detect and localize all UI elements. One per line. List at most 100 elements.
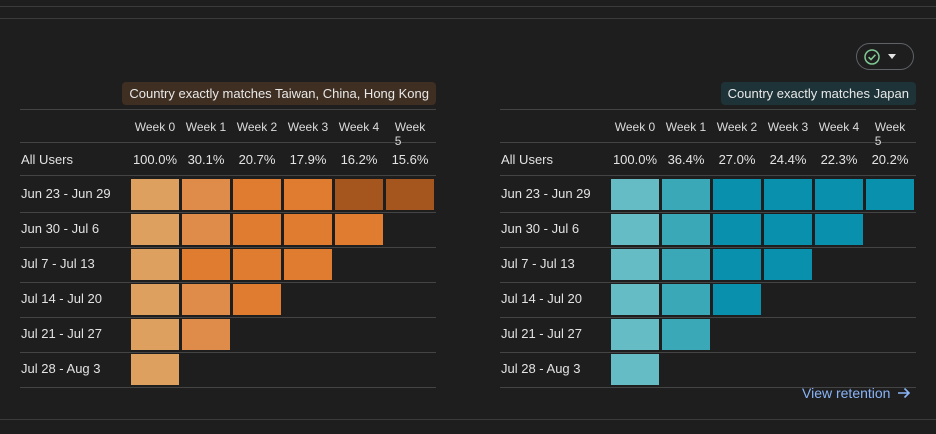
cohort-row-label: Jul 14 - Jul 20 [21, 291, 102, 306]
table-divider [20, 352, 436, 353]
cohort-row-label: Jun 30 - Jul 6 [21, 221, 100, 236]
table-divider [500, 109, 916, 110]
all-users-value: 100.0% [132, 152, 178, 167]
all-users-value: 15.6% [391, 152, 429, 167]
retention-cell[interactable] [182, 179, 230, 210]
retention-cell[interactable] [335, 214, 383, 245]
retention-cell[interactable] [182, 284, 230, 315]
table-divider [20, 282, 436, 283]
table-divider [20, 175, 436, 176]
retention-cell[interactable] [131, 249, 179, 280]
column-header: Week 3 [767, 120, 809, 134]
retention-cell[interactable] [233, 179, 281, 210]
retention-cell[interactable] [611, 319, 659, 350]
retention-cell[interactable] [815, 179, 863, 210]
retention-cell[interactable] [764, 179, 812, 210]
retention-cell[interactable] [233, 214, 281, 245]
status-dropdown-button[interactable] [856, 43, 914, 70]
retention-cell[interactable] [131, 319, 179, 350]
column-header: Week 4 [338, 120, 380, 134]
retention-cell[interactable] [233, 249, 281, 280]
cohort-row-label: Jun 23 - Jun 29 [501, 186, 591, 201]
all-users-value: 17.9% [289, 152, 327, 167]
retention-cell[interactable] [662, 179, 710, 210]
retention-cell[interactable] [611, 179, 659, 210]
column-header: Week 0 [134, 120, 176, 134]
segment-label: Country exactly matches Japan [720, 82, 916, 105]
retention-cell[interactable] [866, 179, 914, 210]
table-divider [500, 352, 916, 353]
retention-cell[interactable] [182, 214, 230, 245]
cohort-row-label: Jul 7 - Jul 13 [501, 256, 575, 271]
retention-cell[interactable] [284, 214, 332, 245]
table-divider [20, 109, 436, 110]
retention-cell[interactable] [284, 179, 332, 210]
retention-cell[interactable] [131, 354, 179, 385]
retention-cell[interactable] [713, 249, 761, 280]
bottom-divider [0, 419, 936, 420]
cohort-row-label: Jul 14 - Jul 20 [501, 291, 582, 306]
retention-cell[interactable] [131, 284, 179, 315]
column-header: Week 1 [185, 120, 227, 134]
column-header: Week 4 [818, 120, 860, 134]
segment-label: Country exactly matches Taiwan, China, H… [122, 82, 436, 105]
column-header: Week 1 [665, 120, 707, 134]
cohort-row-label: Jul 7 - Jul 13 [21, 256, 95, 271]
retention-cell[interactable] [182, 319, 230, 350]
retention-cell[interactable] [662, 319, 710, 350]
retention-cell[interactable] [182, 249, 230, 280]
retention-cell[interactable] [131, 214, 179, 245]
column-header: Week 5 [874, 120, 906, 148]
retention-cell[interactable] [662, 284, 710, 315]
all-users-value: 100.0% [612, 152, 658, 167]
all-users-value: 20.2% [871, 152, 909, 167]
retention-cell[interactable] [284, 249, 332, 280]
section-divider [0, 18, 936, 19]
table-divider [500, 142, 916, 143]
retention-cell[interactable] [335, 179, 383, 210]
retention-cell[interactable] [611, 214, 659, 245]
view-retention-label: View retention [802, 385, 891, 401]
retention-cell[interactable] [713, 284, 761, 315]
all-users-label: All Users [21, 152, 74, 167]
retention-cell[interactable] [131, 179, 179, 210]
column-header: Week 2 [236, 120, 278, 134]
retention-cell[interactable] [662, 214, 710, 245]
retention-cell[interactable] [713, 214, 761, 245]
all-users-value: 36.4% [667, 152, 705, 167]
cohort-row-label: Jul 28 - Aug 3 [21, 361, 101, 376]
all-users-label: All Users [501, 152, 554, 167]
all-users-value: 24.4% [769, 152, 807, 167]
table-divider [20, 212, 436, 213]
all-users-value: 30.1% [187, 152, 225, 167]
table-divider [20, 317, 436, 318]
all-users-value: 27.0% [718, 152, 756, 167]
table-divider [500, 317, 916, 318]
retention-cell[interactable] [764, 214, 812, 245]
retention-cell[interactable] [662, 249, 710, 280]
table-divider [20, 142, 436, 143]
all-users-value: 16.2% [340, 152, 378, 167]
caret-down-icon [888, 54, 896, 59]
view-retention-link[interactable]: View retention [802, 385, 911, 401]
table-divider [500, 247, 916, 248]
column-header: Week 5 [394, 120, 426, 148]
retention-cell[interactable] [764, 249, 812, 280]
cohort-row-label: Jun 23 - Jun 29 [21, 186, 111, 201]
all-users-value: 22.3% [820, 152, 858, 167]
cohort-row-label: Jul 21 - Jul 27 [501, 326, 582, 341]
table-divider [500, 282, 916, 283]
table-divider [20, 387, 436, 388]
retention-cell[interactable] [611, 354, 659, 385]
table-divider [500, 212, 916, 213]
retention-cell[interactable] [233, 284, 281, 315]
top-divider [0, 6, 936, 7]
retention-cell[interactable] [611, 284, 659, 315]
retention-cell[interactable] [815, 214, 863, 245]
table-divider [500, 387, 916, 388]
cohort-row-label: Jul 21 - Jul 27 [21, 326, 102, 341]
column-header: Week 3 [287, 120, 329, 134]
retention-cell[interactable] [386, 179, 434, 210]
retention-cell[interactable] [611, 249, 659, 280]
retention-cell[interactable] [713, 179, 761, 210]
